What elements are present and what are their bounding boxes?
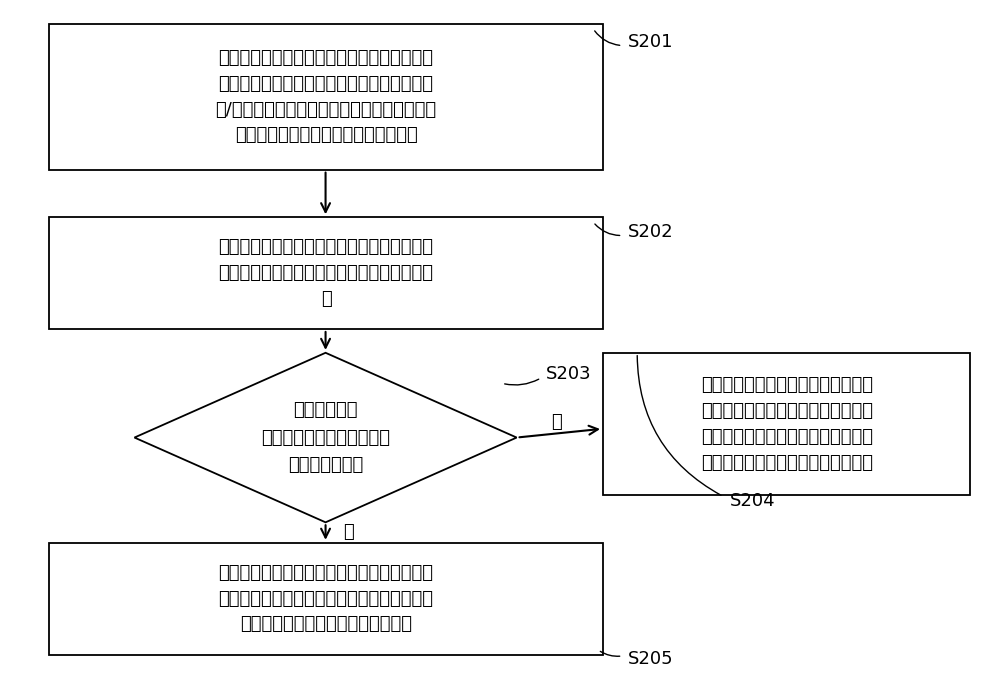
Text: 否: 否	[551, 412, 562, 430]
FancyBboxPatch shape	[49, 217, 603, 329]
FancyArrowPatch shape	[505, 379, 539, 385]
Text: S204: S204	[730, 491, 776, 509]
Text: 获取写命令，所述写命令包含有待写入页数据
以及所述待写入页数据写入的逻辑页地址等信
息: 获取写命令，所述写命令包含有待写入页数据 以及所述待写入页数据写入的逻辑页地址等…	[219, 239, 434, 308]
FancyBboxPatch shape	[49, 543, 603, 655]
FancyBboxPatch shape	[49, 24, 603, 170]
Text: 执行所述写命令，根据所述待写入页
数据写入的逻辑页地址写入所述待写
入页数据，即将所述待写入页数据存
储至与所述逻辑地址对应的物理地址: 执行所述写命令，根据所述待写入页 数据写入的逻辑页地址写入所述待写 入页数据，即…	[701, 376, 873, 471]
FancyArrowPatch shape	[595, 224, 620, 235]
FancyArrowPatch shape	[637, 356, 721, 495]
Polygon shape	[134, 353, 517, 522]
Text: S203: S203	[546, 365, 592, 383]
FancyBboxPatch shape	[603, 353, 970, 495]
Text: S202: S202	[627, 223, 673, 241]
Text: 不执行所述写命令，将所述待写入页数据写入
的逻辑页地址指向与所述待写入页数据具有相
同特征码的页数据写入的物理页地址: 不执行所述写命令，将所述待写入页数据写入 的逻辑页地址指向与所述待写入页数据具有…	[219, 564, 434, 633]
Text: S205: S205	[627, 650, 673, 668]
Text: 判断所述字典
中是否存在与获取的特征码
相同的特征码？: 判断所述字典 中是否存在与获取的特征码 相同的特征码？	[261, 401, 390, 474]
FancyArrowPatch shape	[595, 31, 620, 46]
Text: S201: S201	[627, 33, 673, 51]
Text: 以页为单元建立静态字典，所述静态字典内记
录有写入次数大于或者等于第一阈値的页数据
和/或用户关心的页数据、所述页数据对应的特
征码以及所述页数据写入的物理页地: 以页为单元建立静态字典，所述静态字典内记 录有写入次数大于或者等于第一阈値的页数…	[215, 49, 437, 145]
FancyArrowPatch shape	[600, 651, 620, 656]
Text: 是: 是	[343, 523, 354, 541]
